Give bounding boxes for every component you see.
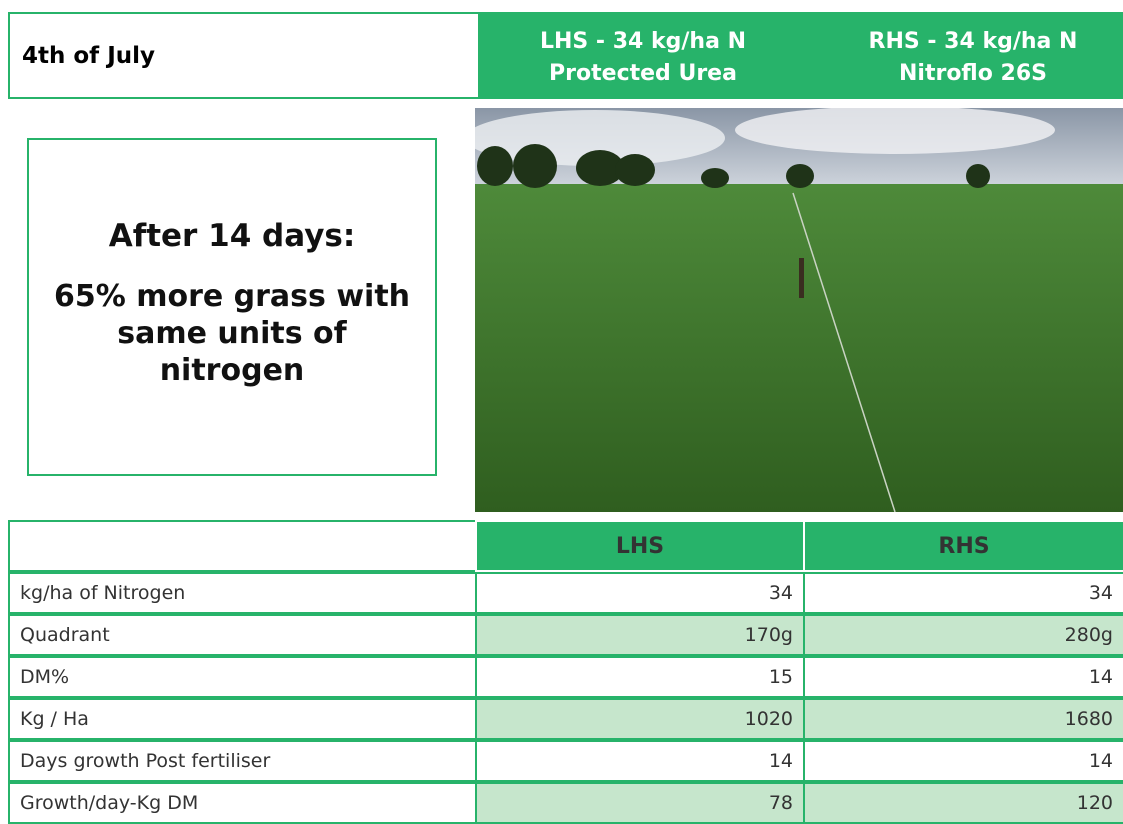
- header-left-line: LHS - 34 kg/ha N: [478, 26, 808, 58]
- row-value: 170g: [475, 614, 805, 656]
- row-value: 14: [803, 740, 1123, 782]
- header-left-line: Protected Urea: [478, 58, 808, 90]
- row-label: Kg / Ha: [8, 698, 477, 740]
- header-right-line: RHS - 34 kg/ha N: [808, 26, 1123, 58]
- header-title: 4th of July: [8, 12, 478, 99]
- field-photo: [475, 108, 1123, 512]
- header-left: LHS - 34 kg/ha N Protected Urea: [478, 26, 808, 90]
- row-label: DM%: [8, 656, 477, 698]
- row-value: 14: [803, 656, 1123, 698]
- summary-heading: After 14 days:: [29, 218, 435, 254]
- summary-box: After 14 days: 65% more grass with same …: [27, 138, 437, 476]
- column-header: RHS: [803, 520, 1123, 572]
- header-right-line: Nitroflo 26S: [808, 58, 1123, 90]
- summary-text: 65% more grass with same units of nitrog…: [29, 278, 435, 389]
- row-value: 1680: [803, 698, 1123, 740]
- row-label: Days growth Post fertiliser: [8, 740, 477, 782]
- table-corner: [8, 520, 477, 572]
- header-right: RHS - 34 kg/ha N Nitroflo 26S: [808, 26, 1123, 90]
- row-value: 34: [475, 572, 805, 614]
- page: 4th of July LHS - 34 kg/ha N Protected U…: [0, 0, 1123, 818]
- row-value: 15: [475, 656, 805, 698]
- row-value: 280g: [803, 614, 1123, 656]
- row-value: 34: [803, 572, 1123, 614]
- row-label: Quadrant: [8, 614, 477, 656]
- row-value: 14: [475, 740, 805, 782]
- column-header: LHS: [475, 520, 805, 572]
- row-value: 1020: [475, 698, 805, 740]
- row-label: kg/ha of Nitrogen: [8, 572, 477, 614]
